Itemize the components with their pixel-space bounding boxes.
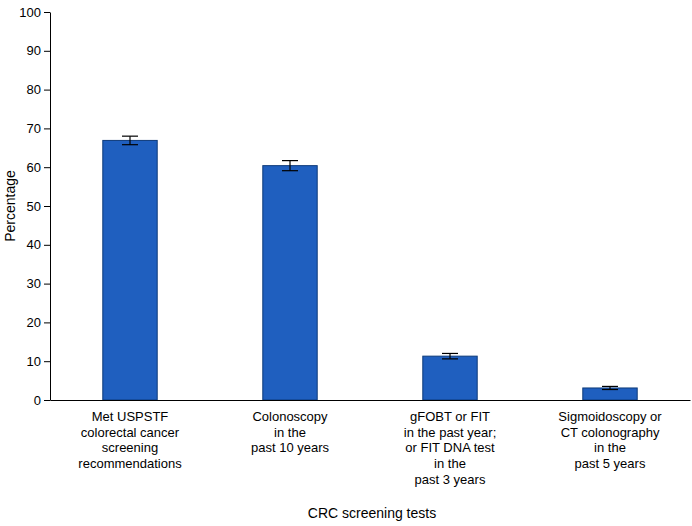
y-tick-label: 100 — [19, 5, 41, 20]
x-tick: Met USPSTFcolorectal cancerscreeningreco… — [78, 400, 182, 471]
y-tick-mark — [44, 128, 50, 129]
x-axis-title: CRC screening tests — [308, 505, 436, 521]
error-bar-line — [129, 136, 130, 145]
x-tick-label: Colonoscopyin thepast 10 years — [251, 409, 330, 455]
error-bar — [442, 353, 458, 358]
chart: 0 10 20 30 40 50 60 70 80 90 100 Met USPSTFcolorect… — [0, 0, 692, 526]
y-tick: 100 — [19, 5, 50, 20]
y-tick: 90 — [27, 43, 50, 58]
y-tick: 70 — [27, 121, 50, 136]
bar — [423, 356, 477, 400]
y-tick-mark — [44, 245, 50, 246]
error-bar — [122, 136, 138, 145]
y-tick: 20 — [27, 315, 50, 330]
y-tick-label: 90 — [27, 43, 41, 58]
x-tick: gFOBT or FITin the past year;or FIT DNA … — [404, 400, 497, 487]
y-tick-label: 60 — [27, 160, 41, 175]
y-axis-title: Percentage — [2, 170, 18, 242]
y-tick-label: 80 — [27, 82, 41, 97]
y-tick-mark — [44, 400, 50, 401]
y-tick-mark — [44, 206, 50, 207]
y-tick-label: 40 — [27, 237, 41, 252]
y-tick-mark — [44, 167, 50, 168]
marks — [103, 136, 637, 400]
error-bar-line — [122, 136, 138, 137]
bar — [103, 140, 157, 400]
y-tick-mark — [44, 284, 50, 285]
x-tick-label: Sigmoidoscopy orCT colonographyin thepas… — [558, 409, 662, 471]
y-tick-label: 30 — [27, 276, 41, 291]
error-bar-line — [442, 353, 458, 354]
x-axis: Met USPSTFcolorectal cancerscreeningreco… — [51, 400, 691, 487]
x-tick-label: Met USPSTFcolorectal cancerscreeningreco… — [78, 409, 182, 471]
y-tick-mark — [44, 90, 50, 91]
bar — [263, 166, 317, 400]
error-bar-line — [602, 386, 618, 387]
y-tick-label: 10 — [27, 354, 41, 369]
y-tick-mark — [44, 322, 50, 323]
error-bar-line — [442, 358, 458, 359]
y-tick: 40 — [27, 237, 50, 252]
error-bar-line — [449, 353, 450, 358]
error-bar-line — [289, 161, 290, 171]
y-tick-mark — [44, 12, 50, 13]
error-bar-line — [122, 144, 138, 145]
y-tick-mark — [44, 51, 50, 52]
x-tick: Sigmoidoscopy orCT colonographyin thepas… — [558, 400, 662, 471]
error-bar-line — [282, 160, 298, 161]
bar — [583, 388, 637, 400]
y-tick-label: 0 — [34, 393, 41, 408]
x-tick-label: gFOBT or FITin the past year;or FIT DNA … — [404, 409, 497, 486]
y-axis: 0 10 20 30 40 50 60 70 80 90 100 — [19, 5, 50, 408]
error-bar — [282, 161, 298, 171]
y-tick: 50 — [27, 199, 50, 214]
y-tick: 10 — [27, 354, 50, 369]
y-tick: 60 — [27, 160, 50, 175]
y-tick-label: 70 — [27, 121, 41, 136]
error-bar — [602, 386, 618, 389]
y-tick: 30 — [27, 276, 50, 291]
error-bar-line — [282, 170, 298, 171]
x-tick: Colonoscopyin thepast 10 years — [251, 400, 330, 455]
y-tick: 80 — [27, 82, 50, 97]
y-axis-line — [50, 13, 51, 401]
x-axis-line — [51, 400, 691, 401]
error-bar-line — [602, 389, 618, 390]
y-tick: 0 — [34, 393, 50, 408]
y-tick-label: 50 — [27, 199, 41, 214]
y-tick-label: 20 — [27, 315, 41, 330]
y-tick-mark — [44, 361, 50, 362]
